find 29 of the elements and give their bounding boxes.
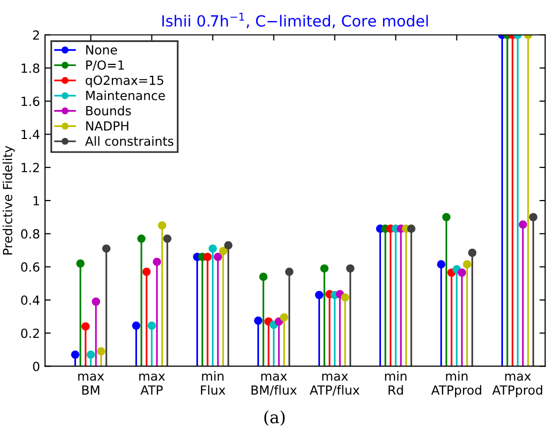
y-tick-label: 1.2 — [22, 162, 39, 172]
y-tick-label: 0.6 — [21, 262, 40, 272]
legend-label: P/O=1 — [86, 60, 124, 71]
legend-label: Maintenance — [86, 90, 165, 100]
y-tick-label: 1.8 — [22, 63, 40, 73]
y-tick-label: 0.8 — [21, 229, 40, 239]
x-tick-label: max BM — [78, 374, 104, 395]
x-tick-label: min Rd — [385, 371, 406, 395]
y-tick-label: 0 — [33, 362, 40, 372]
y-axis-title: Predictive Fidelity — [2, 146, 15, 254]
x-tick-label: min ATPprod — [431, 371, 482, 398]
x-tick-label: min Flux — [200, 371, 226, 395]
y-tick-label: 0.4 — [21, 295, 40, 305]
legend-label: NADPH — [86, 121, 128, 130]
legend-label: None — [86, 45, 117, 55]
text: (a) — [264, 410, 285, 426]
x-tick-label: max ATP — [139, 374, 165, 395]
x-tick-label: max BM/flux — [252, 374, 297, 396]
y-tick-label: 1.6 — [22, 96, 40, 106]
y-tick-label: 0.2 — [21, 328, 39, 338]
y-tick-label: 1.4 — [22, 130, 40, 140]
chart-title: Ishii 0.7h$^{−1}$, C−limited, Core model — [162, 12, 428, 28]
x-tick-label: max ATPprod — [492, 374, 542, 398]
y-tick-label: 2 — [33, 30, 39, 40]
y-tick-label: 1 — [34, 196, 40, 206]
x-tick-label: max ATP/flux — [310, 374, 360, 396]
legend-label: qO2max=15 — [86, 76, 164, 88]
legend-label: All constraints — [85, 136, 174, 146]
legend-label: Bounds — [86, 106, 131, 116]
